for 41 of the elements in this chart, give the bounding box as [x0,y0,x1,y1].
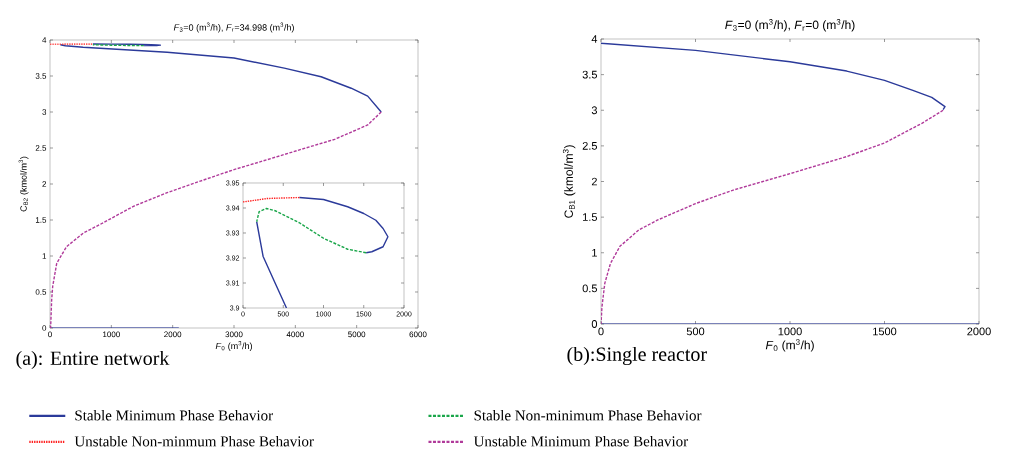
y-tick-label: 2 [42,181,47,187]
x-tick-label: 2000 [164,331,182,338]
x-tick-label: 500 [686,327,705,336]
y-tick-label: 0.5 [35,289,47,295]
text: (b):Single reactor [567,346,707,366]
y-tick-label: 3 [591,106,597,115]
legend-label: Unstable Minimum Phase Behavior [473,435,689,447]
x-tick-label: 0 [598,327,604,336]
y-tick-label: 4 [42,37,47,43]
y-axis-title: C$_{B2}$ (kmol/m$^{3}$) [18,156,29,212]
y-tick-label: 2 [591,177,597,186]
x-tick-label: 2000 [967,327,991,336]
chart-title: F$_{3}$=0 (m$^{3}$/h), F$_{r}$=0 (m$^{3}$/h) [725,19,855,32]
y-tick-label: 3.5 [582,70,597,79]
y-tick-label: 2.5 [35,145,47,151]
y-tick-label: 1.5 [35,217,47,223]
y-tick-label: 1 [42,253,47,259]
x-axis-title: F$_{0}$ (m$^{3}$/h) [215,341,252,351]
y-tick-label: 2.5 [582,141,597,150]
x-tick-label: 6000 [409,331,427,338]
text: (a): Entire network [16,350,170,370]
y-axis-title: C$_{B1}$ (kmol/m$^{3}$) [562,145,576,218]
legend-label: Stable Non-minimum Phase Behavior [474,409,702,421]
y-tick-label: 1 [592,248,597,257]
x-tick-label: 1000 [778,327,802,336]
y-tick-label: 3 [42,109,47,115]
x-tick-label: 1000 [103,331,120,338]
y-tick-label: 1.5 [583,213,597,221]
x-tick-label: 0 [48,331,52,338]
x-tick-label: 1500 [873,327,897,336]
x-axis-title: F$_{0}$ (m$^{3}$/h) [765,339,814,352]
chart-title: F$_{3}$=0 (m$^{3}$/h), F$_{r}$=34.998 (m$^{3}$/h) [173,22,294,33]
x-tick-label: 4000 [286,331,304,338]
legend-label: Stable Minimum Phase Behavior [75,409,273,421]
y-tick-label: 3.5 [35,73,47,79]
x-tick-label: 3000 [225,331,243,338]
y-tick-label: 4 [591,35,598,43]
y-tick-label: 0.5 [582,284,597,293]
legend-label: Unstable Non-minmum Phase Behavior [74,435,314,447]
y-tick-label: 0 [591,320,598,328]
x-tick-label: 5000 [348,331,366,338]
